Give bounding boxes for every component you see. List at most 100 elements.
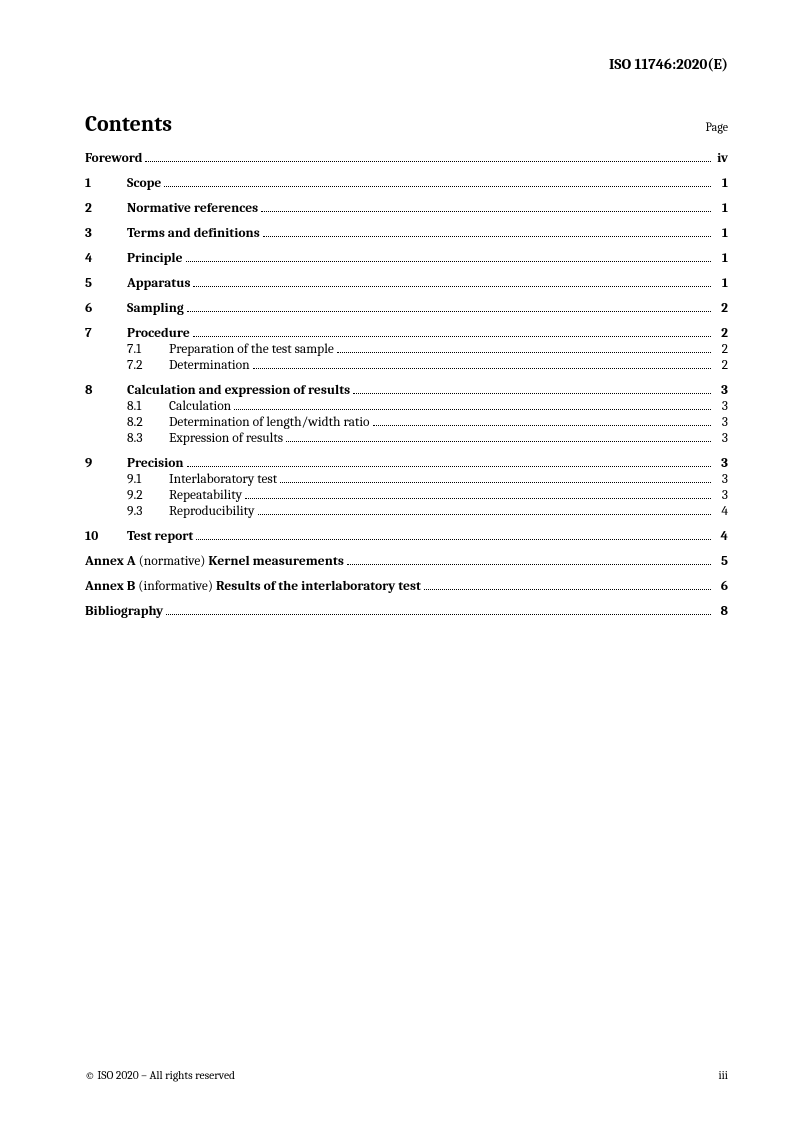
- toc-subentry-title: Repeatability: [169, 488, 242, 503]
- toc-subentry[interactable]: 7.1Preparation of the test sample2: [85, 342, 728, 357]
- toc-entry[interactable]: Forewordiv: [85, 151, 728, 166]
- toc-entry-number: 2: [85, 201, 127, 216]
- toc-entry[interactable]: 4Principle 1: [85, 251, 728, 266]
- toc-page-ref: 6: [714, 579, 728, 594]
- toc-subentry[interactable]: 9.3Reproducibility 4: [85, 504, 728, 519]
- toc-subentry-number: 9.2: [127, 488, 169, 503]
- toc-entry-title: Terms and definitions: [127, 226, 260, 241]
- toc-page-ref: 4: [714, 504, 728, 519]
- toc-entry-title: Normative references: [127, 201, 258, 216]
- toc-subentry-number: 9.1: [127, 472, 169, 487]
- toc-subentry[interactable]: 8.3Expression of results 3: [85, 431, 728, 446]
- toc-page-ref: 3: [714, 456, 728, 471]
- toc-entry[interactable]: 5Apparatus1: [85, 276, 728, 291]
- toc-leader: [261, 202, 711, 212]
- toc-page-ref: 5: [714, 554, 728, 569]
- toc-leader: [164, 177, 711, 187]
- toc-entry[interactable]: 6Sampling 2: [85, 301, 728, 316]
- toc-subentry-title: Determination: [169, 358, 250, 373]
- copyright-text: © ISO 2020 – All rights reserved: [85, 1069, 235, 1082]
- toc-leader: [373, 416, 711, 426]
- toc-entry-title: Sampling: [127, 301, 184, 316]
- toc-leader: [286, 432, 711, 442]
- toc-leader: [193, 327, 711, 337]
- toc-leader: [166, 605, 711, 615]
- toc-page-ref: 2: [714, 358, 728, 373]
- toc-subentry-number: 7.1: [127, 342, 169, 357]
- toc-entry[interactable]: 8Calculation and expression of results 3: [85, 383, 728, 398]
- toc-entry-number: 4: [85, 251, 127, 266]
- toc-subentry-title: Expression of results: [169, 431, 283, 446]
- toc-leader: [337, 343, 711, 353]
- toc-subentry-title: Reproducibility: [169, 504, 255, 519]
- toc-leader: [187, 302, 711, 312]
- toc-page-ref: 2: [714, 301, 728, 316]
- toc-subentry-title: Interlaboratory test: [169, 472, 277, 487]
- toc-entry-title: Annex B (informative) Results of the int…: [85, 579, 421, 594]
- toc-annex-entry[interactable]: Annex A (normative) Kernel measurements5: [85, 554, 728, 569]
- toc-entry-title: Procedure: [127, 326, 190, 341]
- toc-entry-number: 5: [85, 276, 127, 291]
- toc-entry-number: 8: [85, 383, 127, 398]
- toc-leader: [234, 400, 711, 410]
- page: ISO 11746:2020(E) Contents Page Foreword…: [0, 0, 793, 1122]
- toc-entry-number: 9: [85, 456, 127, 471]
- toc-page-ref: 1: [714, 251, 728, 266]
- toc-entry-number: 10: [85, 529, 127, 544]
- toc-entry-number: 6: [85, 301, 127, 316]
- toc-subentry-number: 9.3: [127, 504, 169, 519]
- toc-entry[interactable]: 3Terms and definitions1: [85, 226, 728, 241]
- toc-subentry[interactable]: 8.1Calculation 3: [85, 399, 728, 414]
- toc-subentry-number: 7.2: [127, 358, 169, 373]
- toc-leader: [196, 530, 711, 540]
- toc-leader: [353, 384, 711, 394]
- toc-entry[interactable]: 9Precision3: [85, 456, 728, 471]
- page-column-label: Page: [706, 120, 728, 134]
- toc-page-ref: 3: [714, 383, 728, 398]
- toc-entry-title: Scope: [127, 176, 161, 191]
- toc-leader: [258, 505, 712, 515]
- toc-entry-title: Test report: [127, 529, 193, 544]
- toc-leader: [245, 489, 711, 499]
- toc-entry[interactable]: 7Procedure 2: [85, 326, 728, 341]
- toc-page-ref: 4: [714, 529, 728, 544]
- toc-entry-title: Foreword: [85, 151, 142, 166]
- toc-entry[interactable]: 2Normative references 1: [85, 201, 728, 216]
- toc-subentry[interactable]: 7.2Determination 2: [85, 358, 728, 373]
- toc-entry-title: Apparatus: [127, 276, 190, 291]
- toc-subentry[interactable]: 9.1Interlaboratory test 3: [85, 472, 728, 487]
- toc-subentry[interactable]: 8.2Determination of length/width ratio3: [85, 415, 728, 430]
- toc-page-ref: 3: [714, 488, 728, 503]
- contents-heading-row: Contents Page: [85, 111, 728, 137]
- toc-entry-number: 7: [85, 326, 127, 341]
- toc-page-ref: 3: [714, 399, 728, 414]
- toc-annex-entry[interactable]: Annex B (informative) Results of the int…: [85, 579, 728, 594]
- document-id-header: ISO 11746:2020(E): [85, 55, 728, 73]
- toc-page-ref: 1: [714, 201, 728, 216]
- toc-page-ref: 8: [714, 604, 728, 619]
- toc-subentry-title: Calculation: [169, 399, 231, 414]
- toc-entry-number: 1: [85, 176, 127, 191]
- toc-entry[interactable]: Bibliography 8: [85, 604, 728, 619]
- toc-page-ref: 3: [714, 431, 728, 446]
- toc-subentry-title: Preparation of the test sample: [169, 342, 334, 357]
- toc-subentry-number: 8.3: [127, 431, 169, 446]
- toc-entry[interactable]: 1Scope1: [85, 176, 728, 191]
- toc-entry-title: Bibliography: [85, 604, 163, 619]
- toc-page-ref: 1: [714, 176, 728, 191]
- toc-page-ref: 3: [714, 472, 728, 487]
- toc-entry-title: Calculation and expression of results: [127, 383, 350, 398]
- toc-leader: [186, 252, 711, 262]
- toc-subentry[interactable]: 9.2Repeatability 3: [85, 488, 728, 503]
- toc-page-ref: 2: [714, 326, 728, 341]
- toc-leader: [145, 152, 711, 162]
- toc-page-ref: 3: [714, 415, 728, 430]
- toc-subentry-number: 8.2: [127, 415, 169, 430]
- toc-entry[interactable]: 10Test report 4: [85, 529, 728, 544]
- contents-title: Contents: [85, 111, 172, 137]
- table-of-contents: Forewordiv1Scope12Normative references13…: [85, 151, 728, 619]
- toc-entry-title: Principle: [127, 251, 183, 266]
- toc-leader: [193, 277, 711, 287]
- toc-subentry-number: 8.1: [127, 399, 169, 414]
- toc-leader: [424, 580, 711, 590]
